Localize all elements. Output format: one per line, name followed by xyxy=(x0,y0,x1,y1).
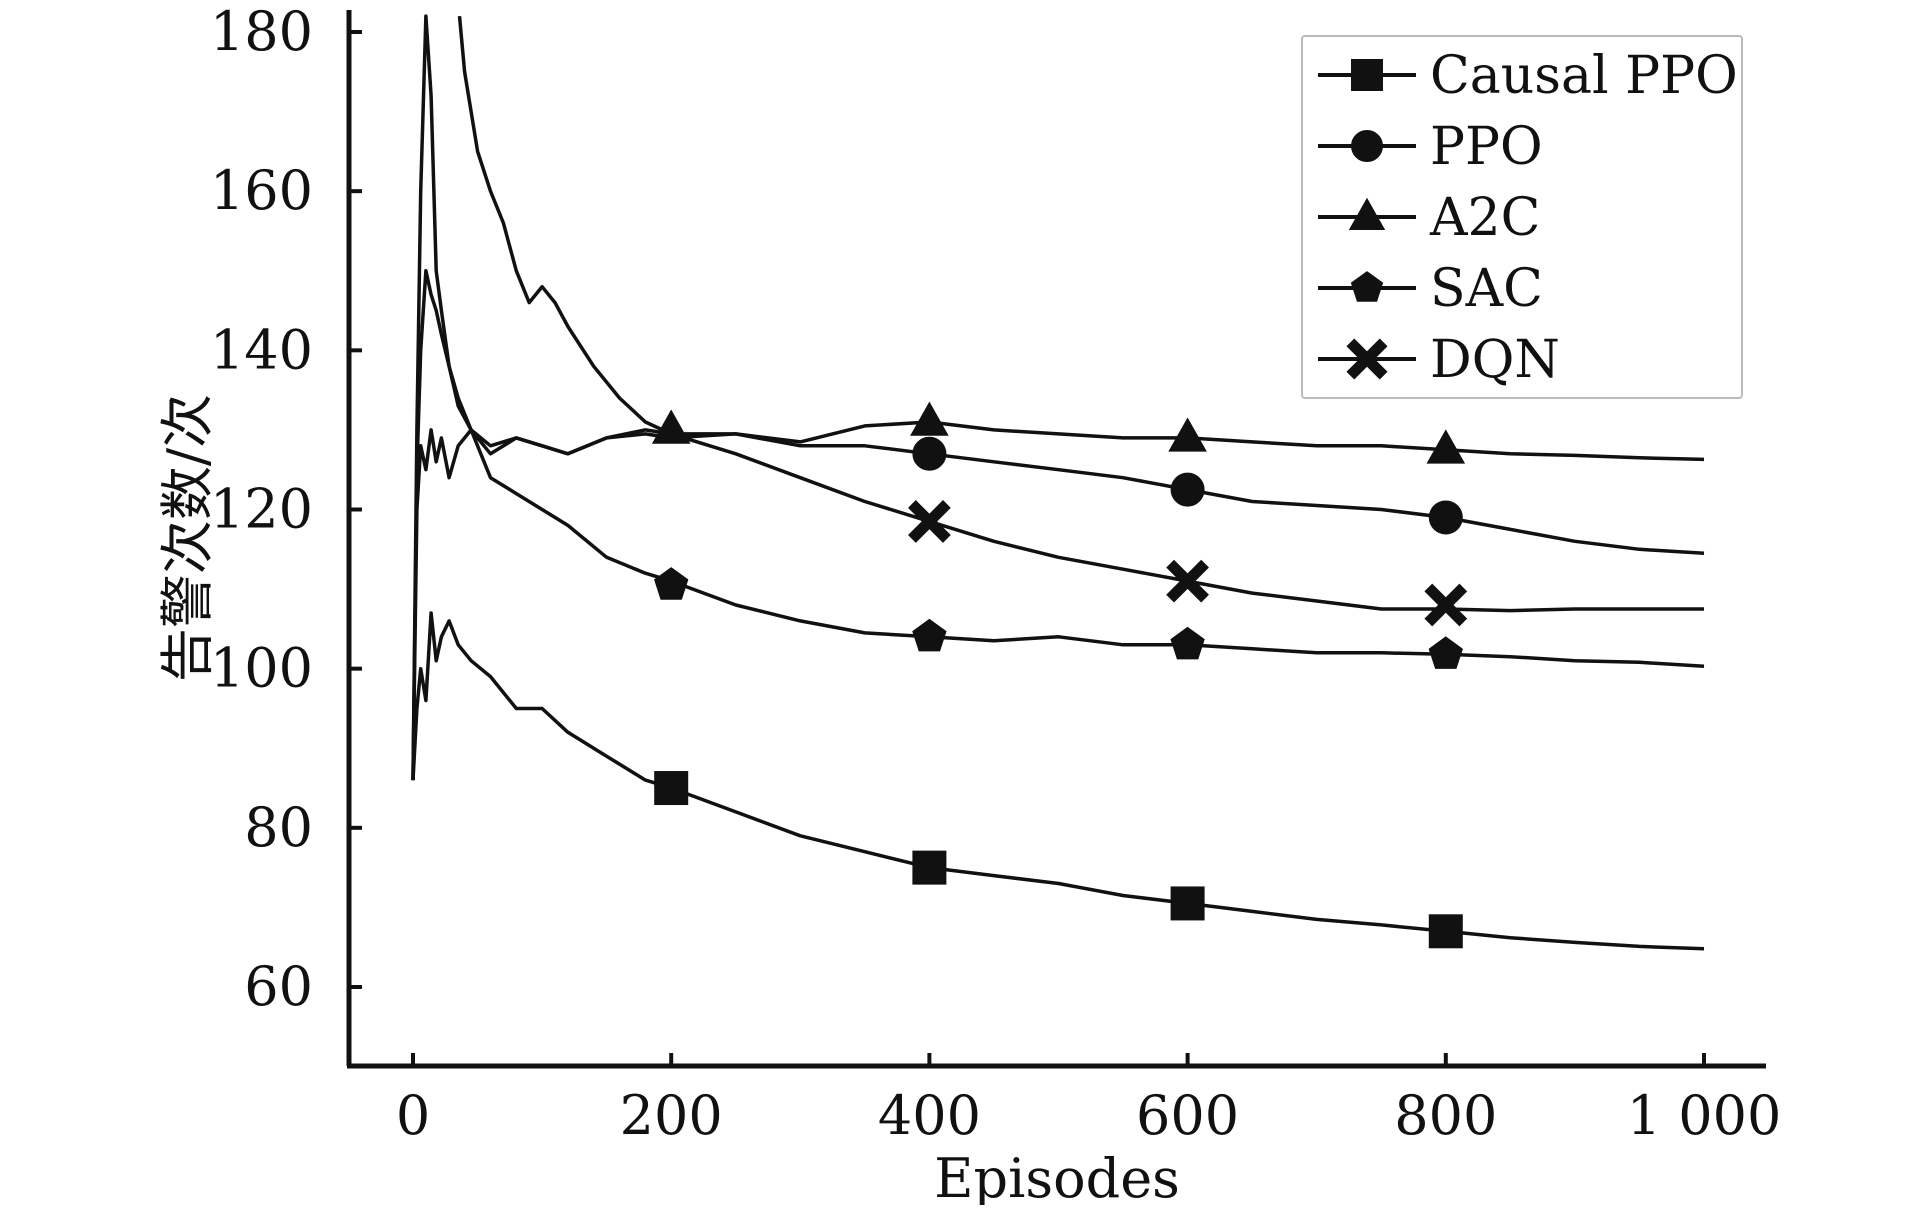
x-tick-label: 0 xyxy=(396,1084,430,1147)
series-markers-causal-ppo xyxy=(654,771,1463,949)
x-tick-label: 1 000 xyxy=(1627,1084,1782,1147)
x-tick-label: 800 xyxy=(1394,1084,1497,1147)
y-tick-label: 180 xyxy=(210,0,313,63)
legend-label: SAC xyxy=(1430,259,1543,319)
circle-marker xyxy=(1170,472,1205,507)
x-tick-label: 200 xyxy=(620,1084,723,1147)
legend-item-sac: SAC xyxy=(1318,259,1543,319)
triangle-marker xyxy=(1168,417,1207,452)
legend-label: A2C xyxy=(1429,188,1540,248)
triangle-marker xyxy=(910,401,949,436)
legend-label: PPO xyxy=(1430,117,1543,177)
y-ticks: 60 80 100 120 140 160 180 xyxy=(210,0,362,1018)
square-marker xyxy=(654,771,689,806)
triangle-marker xyxy=(1426,429,1466,464)
square-marker xyxy=(912,850,947,885)
series-line-a2c xyxy=(411,420,1705,781)
legend-box xyxy=(1301,35,1743,399)
x-marker-stroke xyxy=(1346,338,1388,380)
y-tick-label: 60 xyxy=(244,955,313,1018)
x-tick-label: 400 xyxy=(878,1084,981,1147)
y-tick-label: 140 xyxy=(210,318,313,381)
x-axis-title: Episodes xyxy=(934,1147,1180,1205)
x-marker-stroke xyxy=(1166,559,1209,603)
square-marker xyxy=(1170,886,1205,921)
pentagon-marker xyxy=(1170,626,1205,660)
circle-marker xyxy=(1428,500,1463,535)
y-tick-label: 100 xyxy=(210,637,313,700)
legend-item-a2c: A2C xyxy=(1318,188,1540,248)
legend-item-causal-ppo: Causal PPO xyxy=(1318,46,1738,106)
square-marker xyxy=(1428,914,1463,949)
x-ticks: 0 200 400 600 800 1 000 xyxy=(396,1053,1781,1147)
pentagon-marker xyxy=(654,567,689,600)
x-marker xyxy=(1346,338,1388,380)
x-marker-stroke xyxy=(908,500,951,543)
circle-marker xyxy=(912,436,947,471)
pentagon-marker xyxy=(1350,271,1384,302)
x-marker-stroke xyxy=(1424,583,1468,627)
square-marker xyxy=(1351,59,1383,91)
legend-label: DQN xyxy=(1430,330,1560,390)
triangle-marker xyxy=(651,409,691,444)
triangle-marker xyxy=(1348,197,1386,230)
legend-item-ppo: PPO xyxy=(1318,117,1543,177)
legend-items: Causal PPO PPO A2C SAC DQN xyxy=(1318,46,1738,390)
series-line-dqn xyxy=(457,15,1704,613)
legend-item-dqn: DQN xyxy=(1318,330,1560,390)
y-axis-title: 告警次数/次 xyxy=(156,394,219,682)
pentagon-marker xyxy=(1428,636,1463,669)
y-tick-label: 120 xyxy=(210,478,313,541)
y-tick-label: 160 xyxy=(210,159,313,222)
y-tick-label: 80 xyxy=(244,796,313,859)
legend: Causal PPO PPO A2C SAC DQN xyxy=(1301,35,1743,399)
series-markers-dqn xyxy=(908,500,1468,627)
legend-label: Causal PPO xyxy=(1430,46,1738,106)
series-markers-sac xyxy=(654,567,1463,669)
circle-marker xyxy=(1351,130,1383,162)
x-marker xyxy=(1166,559,1209,603)
x-marker xyxy=(908,500,951,543)
series-markers-a2c xyxy=(651,401,1466,464)
x-marker xyxy=(1424,583,1468,627)
x-tick-label: 600 xyxy=(1136,1084,1239,1147)
series-markers-ppo xyxy=(912,436,1463,535)
markers-group xyxy=(651,401,1468,949)
series-line-causal-ppo xyxy=(411,611,1705,951)
pentagon-marker xyxy=(912,618,947,652)
